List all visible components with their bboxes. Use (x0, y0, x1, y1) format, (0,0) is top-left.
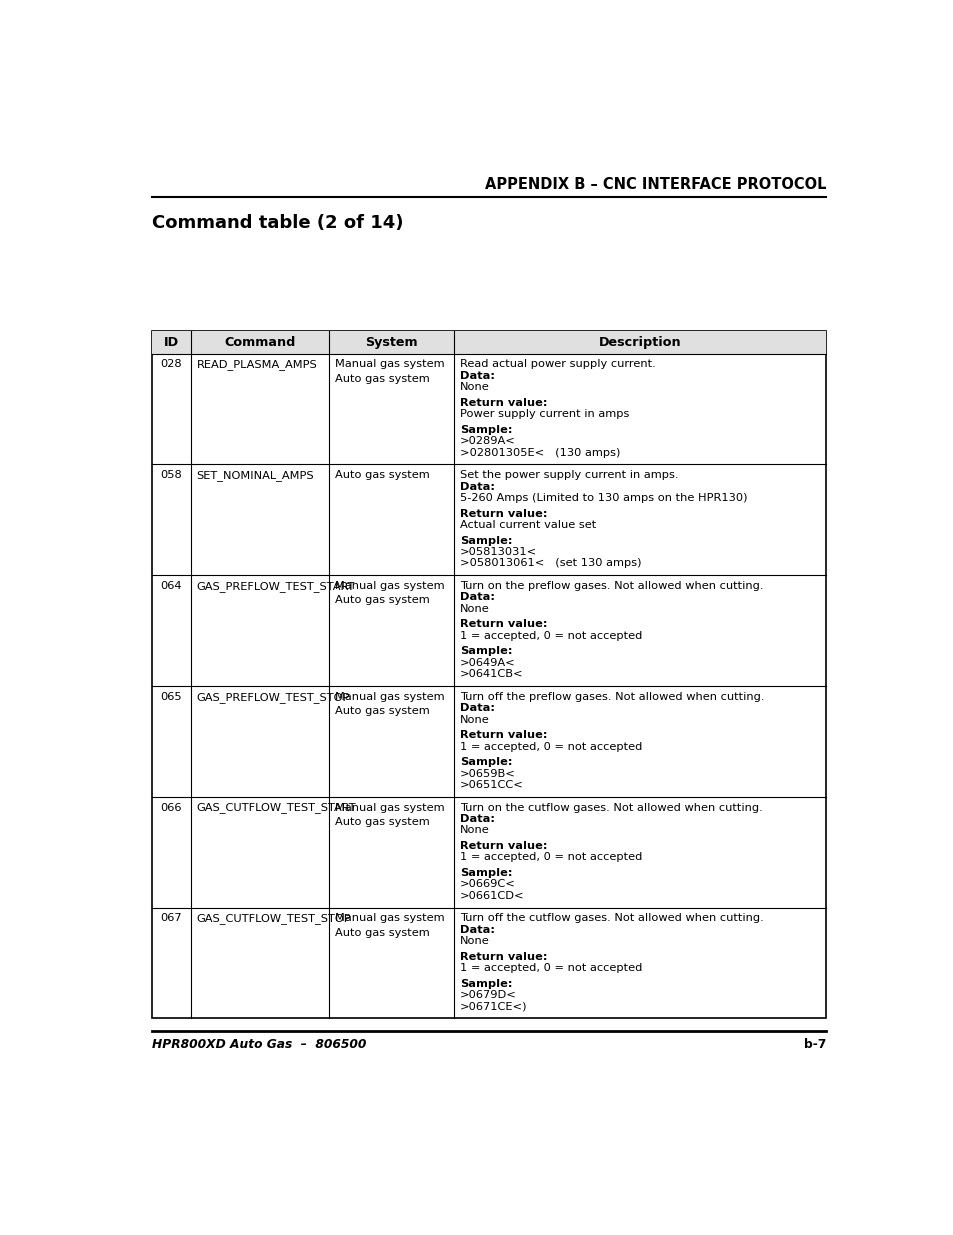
Text: >05813031<: >05813031< (459, 547, 537, 557)
Text: Sample:: Sample: (459, 425, 512, 435)
Text: None: None (459, 825, 489, 835)
Text: 1 = accepted, 0 = not accepted: 1 = accepted, 0 = not accepted (459, 852, 641, 862)
Text: >058013061<   (set 130 amps): >058013061< (set 130 amps) (459, 558, 640, 568)
Text: None: None (459, 383, 489, 393)
Text: GAS_PREFLOW_TEST_STOP: GAS_PREFLOW_TEST_STOP (196, 692, 350, 703)
Text: Power supply current in amps: Power supply current in amps (459, 409, 628, 419)
Text: SET_NOMINAL_AMPS: SET_NOMINAL_AMPS (196, 471, 314, 482)
Text: Turn off the cutflow gases. Not allowed when cutting.: Turn off the cutflow gases. Not allowed … (459, 914, 762, 924)
Bar (152, 331, 825, 353)
Text: Command: Command (224, 336, 295, 350)
Text: Return value:: Return value: (459, 952, 547, 962)
Text: >0679D<: >0679D< (459, 990, 516, 1000)
Text: None: None (459, 715, 489, 725)
Text: 067: 067 (160, 914, 182, 924)
Text: 1 = accepted, 0 = not accepted: 1 = accepted, 0 = not accepted (459, 963, 641, 973)
Text: HPR800XD Auto Gas  –  806500: HPR800XD Auto Gas – 806500 (152, 1037, 366, 1051)
Text: ID: ID (164, 336, 179, 350)
Text: System: System (365, 336, 417, 350)
Text: Read actual power supply current.: Read actual power supply current. (459, 359, 655, 369)
Text: GAS_PREFLOW_TEST_START: GAS_PREFLOW_TEST_START (196, 580, 355, 592)
Text: None: None (459, 604, 489, 614)
Text: Turn on the preflow gases. Not allowed when cutting.: Turn on the preflow gases. Not allowed w… (459, 580, 762, 592)
Text: Turn on the cutflow gases. Not allowed when cutting.: Turn on the cutflow gases. Not allowed w… (459, 803, 761, 813)
Text: Manual gas system
Auto gas system: Manual gas system Auto gas system (335, 914, 444, 937)
Text: Return value:: Return value: (459, 509, 547, 519)
Text: Data:: Data: (459, 814, 495, 824)
Text: Sample:: Sample: (459, 646, 512, 656)
Text: Data:: Data: (459, 703, 495, 713)
Bar (152, 331, 825, 1019)
Text: 058: 058 (160, 471, 182, 480)
Text: Actual current value set: Actual current value set (459, 520, 596, 530)
Text: b-7: b-7 (802, 1037, 825, 1051)
Text: >0651CC<: >0651CC< (459, 781, 523, 790)
Text: Auto gas system: Auto gas system (335, 471, 429, 480)
Text: Description: Description (598, 336, 680, 350)
Text: 064: 064 (160, 580, 182, 592)
Text: Sample:: Sample: (459, 978, 512, 989)
Text: None: None (459, 936, 489, 946)
Text: 065: 065 (160, 692, 182, 701)
Text: Manual gas system
Auto gas system: Manual gas system Auto gas system (335, 359, 444, 384)
Text: Turn off the preflow gases. Not allowed when cutting.: Turn off the preflow gases. Not allowed … (459, 692, 763, 701)
Text: 5-260 Amps (Limited to 130 amps on the HPR130): 5-260 Amps (Limited to 130 amps on the H… (459, 493, 746, 503)
Text: 066: 066 (160, 803, 182, 813)
Text: GAS_CUTFLOW_TEST_START: GAS_CUTFLOW_TEST_START (196, 803, 356, 814)
Text: Set the power supply current in amps.: Set the power supply current in amps. (459, 471, 678, 480)
Text: >0669C<: >0669C< (459, 879, 515, 889)
Text: READ_PLASMA_AMPS: READ_PLASMA_AMPS (196, 359, 317, 370)
Text: Command table (2 of 14): Command table (2 of 14) (152, 214, 403, 232)
Text: >0671CE<): >0671CE<) (459, 1002, 527, 1011)
Text: >0661CD<: >0661CD< (459, 890, 524, 900)
Text: >0649A<: >0649A< (459, 658, 515, 668)
Text: 1 = accepted, 0 = not accepted: 1 = accepted, 0 = not accepted (459, 631, 641, 641)
Text: Data:: Data: (459, 370, 495, 380)
Text: 1 = accepted, 0 = not accepted: 1 = accepted, 0 = not accepted (459, 741, 641, 752)
Text: Sample:: Sample: (459, 868, 512, 878)
Text: Return value:: Return value: (459, 620, 547, 630)
Text: >02801305E<   (130 amps): >02801305E< (130 amps) (459, 447, 619, 458)
Text: Data:: Data: (459, 593, 495, 603)
Text: 028: 028 (160, 359, 182, 369)
Text: Data:: Data: (459, 925, 495, 935)
Text: Sample:: Sample: (459, 536, 512, 546)
Text: GAS_CUTFLOW_TEST_STOP: GAS_CUTFLOW_TEST_STOP (196, 914, 351, 924)
Text: Return value:: Return value: (459, 730, 547, 740)
Text: Data:: Data: (459, 482, 495, 492)
Text: >0641CB<: >0641CB< (459, 669, 523, 679)
Text: Manual gas system
Auto gas system: Manual gas system Auto gas system (335, 803, 444, 827)
Text: Manual gas system
Auto gas system: Manual gas system Auto gas system (335, 692, 444, 716)
Text: >0659B<: >0659B< (459, 768, 515, 778)
Text: Sample:: Sample: (459, 757, 512, 767)
Text: Return value:: Return value: (459, 398, 547, 408)
Text: Return value:: Return value: (459, 841, 547, 851)
Text: >0289A<: >0289A< (459, 436, 515, 446)
Text: APPENDIX B – CNC INTERFACE PROTOCOL: APPENDIX B – CNC INTERFACE PROTOCOL (484, 178, 825, 193)
Text: Manual gas system
Auto gas system: Manual gas system Auto gas system (335, 580, 444, 605)
